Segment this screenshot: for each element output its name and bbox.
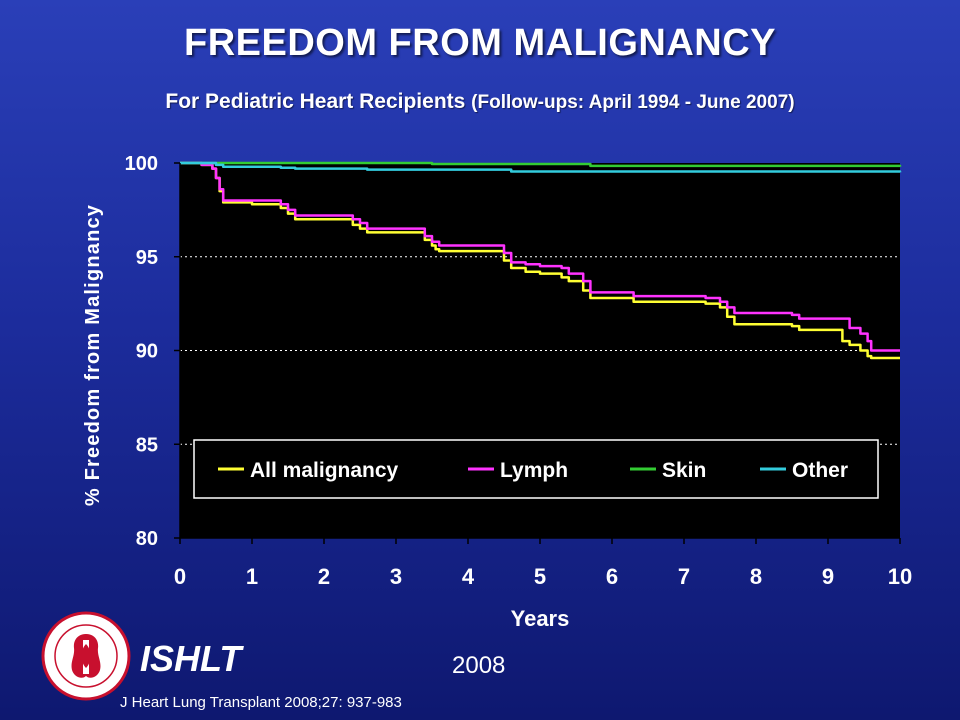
legend-label: Skin bbox=[662, 459, 706, 482]
x-tick-label: 9 bbox=[822, 564, 834, 589]
x-tick-label: 2 bbox=[318, 564, 330, 589]
x-tick-label: 5 bbox=[534, 564, 546, 589]
x-tick-label: 6 bbox=[606, 564, 618, 589]
y-tick-label: 95 bbox=[136, 247, 158, 269]
subtitle-detail: (Follow-ups: April 1994 - June 2007) bbox=[471, 92, 795, 113]
ishlt-logo-icon bbox=[41, 611, 131, 701]
series-line-lymph bbox=[180, 161, 900, 352]
legend-label: Other bbox=[792, 459, 848, 482]
page-title: FREEDOM FROM MALIGNANCY bbox=[183, 22, 777, 64]
y-tick-label: 80 bbox=[136, 528, 158, 550]
x-tick-label: 4 bbox=[462, 564, 475, 589]
series-line-all-malignancy bbox=[180, 161, 900, 360]
x-tick-label: 8 bbox=[750, 564, 762, 589]
y-axis-title: % Freedom from Malignancy bbox=[82, 204, 104, 506]
legend-label: All malignancy bbox=[250, 459, 399, 482]
page-subtitle: For Pediatric Heart Recipients (Follow-u… bbox=[0, 90, 960, 114]
year-label: 2008 bbox=[452, 652, 506, 679]
legend-label: Lymph bbox=[500, 459, 568, 482]
y-tick-label: 90 bbox=[136, 341, 158, 363]
org-label: ISHLT bbox=[140, 638, 242, 679]
x-tick-label: 0 bbox=[174, 564, 186, 589]
x-tick-label: 10 bbox=[888, 564, 912, 589]
series-line-skin bbox=[180, 161, 902, 168]
x-tick-label: 1 bbox=[246, 564, 258, 589]
citation: J Heart Lung Transplant 2008;27: 937-983 bbox=[120, 694, 402, 711]
series-line-other bbox=[180, 161, 902, 173]
y-tick-label: 100 bbox=[125, 153, 158, 175]
x-axis-title: Years bbox=[511, 606, 570, 631]
x-tick-label: 7 bbox=[678, 564, 690, 589]
subtitle-main: For Pediatric Heart Recipients bbox=[165, 90, 466, 113]
y-tick-label: 85 bbox=[136, 434, 158, 456]
x-tick-label: 3 bbox=[390, 564, 402, 589]
